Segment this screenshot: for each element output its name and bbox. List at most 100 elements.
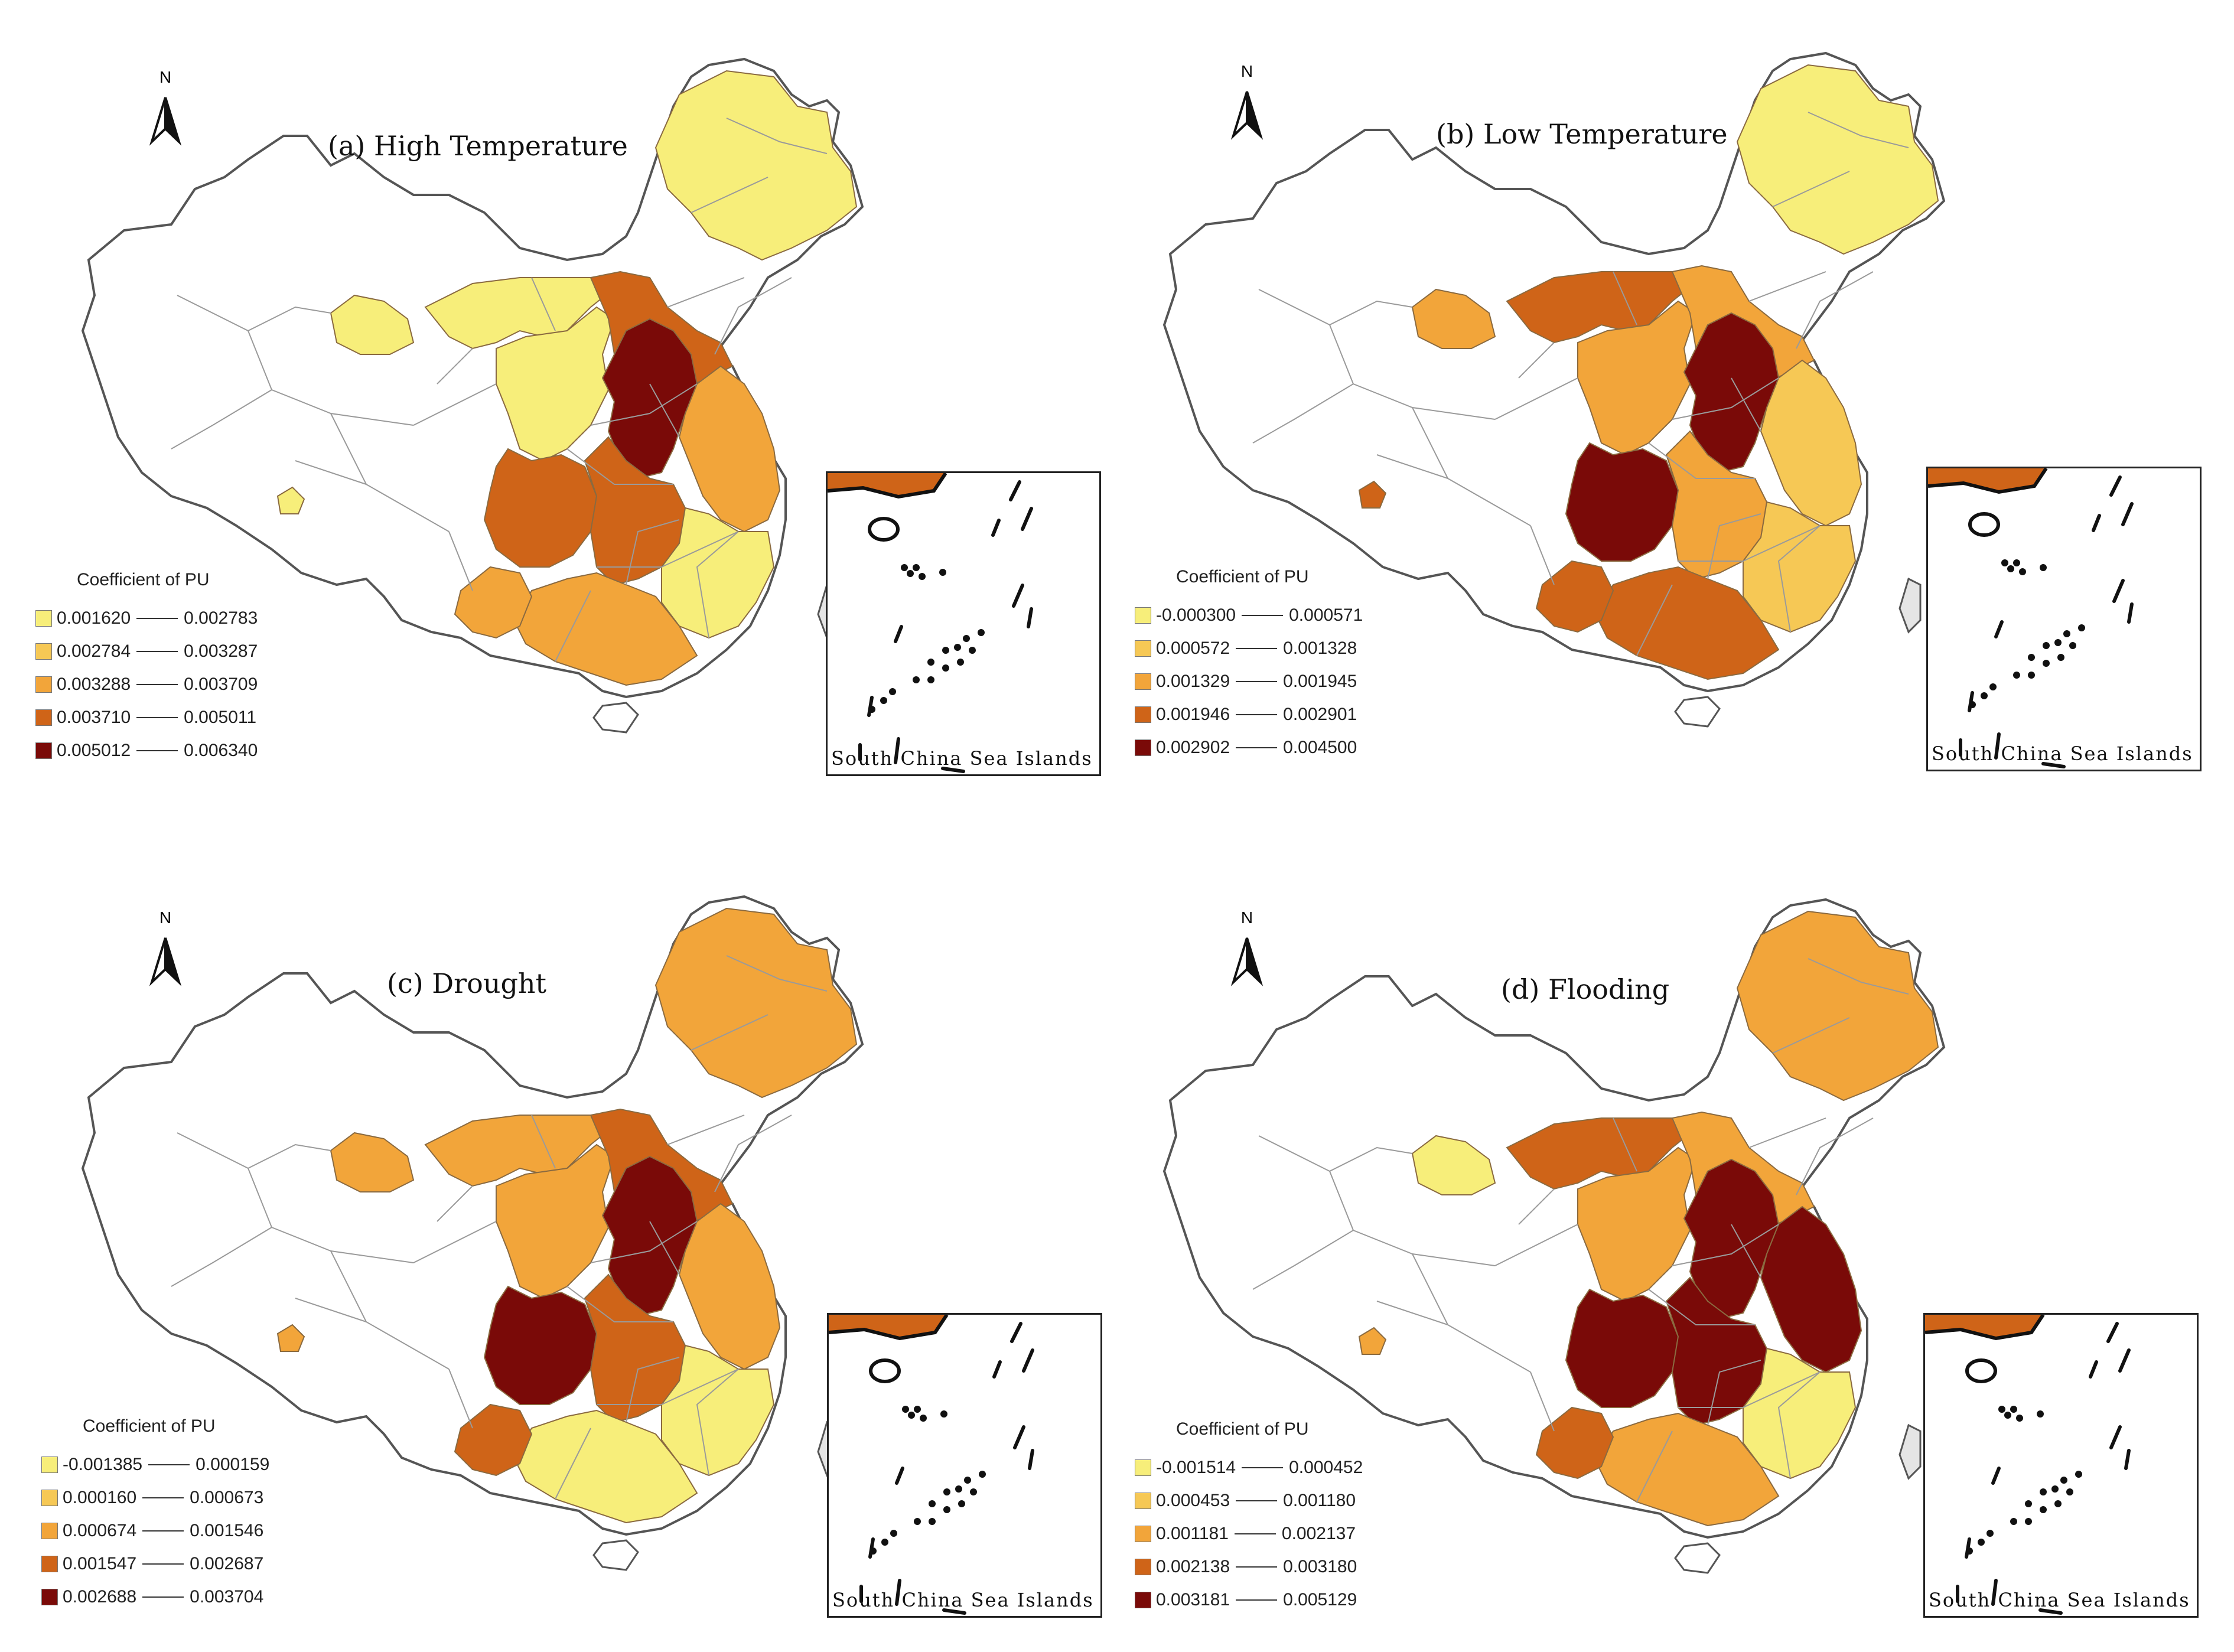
inset-island	[2054, 1500, 2062, 1507]
north-label: N	[1241, 908, 1253, 927]
panel-title: (b) Low Temperature	[1436, 118, 1728, 150]
legend-range-dash	[1236, 1500, 1278, 1501]
region-inner_mongolia_west	[1506, 1117, 1704, 1190]
legend-row: -0.001385 0.000159	[41, 1448, 269, 1481]
inset-island	[963, 635, 970, 642]
legend-swatch	[1135, 1493, 1151, 1509]
map-panel-b: (b) Low Temperature N Coefficient of PU …	[1117, 0, 2234, 826]
legend-range-dash	[1236, 648, 1278, 649]
taiwan-island	[1898, 577, 1922, 634]
map-layer	[81, 895, 864, 1571]
region-loess	[496, 1143, 616, 1299]
inset-island	[2060, 1477, 2067, 1484]
inset-boundary-dash	[991, 519, 1001, 537]
inset-island	[2040, 564, 2047, 571]
legend-title: Coefficient of PU	[77, 570, 210, 589]
china-map	[1162, 898, 1946, 1574]
inset-island	[2019, 568, 2026, 575]
inset-island	[2013, 672, 2020, 679]
legend-row: 0.001946 0.002901	[1135, 698, 1363, 731]
legend-low-value: 0.005012	[57, 741, 131, 760]
admin-boundary	[448, 531, 473, 591]
legend-row: 0.005012 0.006340	[35, 734, 258, 767]
admin-boundary	[1777, 525, 1821, 633]
admin-boundary	[1678, 525, 1821, 562]
inset-island	[2040, 1488, 2047, 1495]
inset-island	[907, 570, 914, 577]
region-south	[513, 1409, 698, 1524]
legend-high-value: 0.005011	[184, 708, 257, 727]
legend-low-value: 0.000572	[1156, 638, 1230, 658]
legend-swatch	[1135, 1459, 1151, 1476]
admin-boundary	[1707, 1360, 1761, 1426]
admin-boundary	[171, 389, 272, 449]
hainan-island	[1674, 696, 1721, 728]
inset-mainland-coast	[1928, 468, 2046, 492]
admin-boundary	[696, 1368, 739, 1476]
map-layer	[1162, 898, 1946, 1574]
inset-boundary-dash	[895, 1467, 904, 1485]
legend-swatch	[41, 1490, 58, 1506]
region-sichuan	[483, 1285, 598, 1405]
admin-boundary	[649, 383, 680, 438]
legend-swatch	[41, 1556, 58, 1572]
legend-low-value: 0.001620	[57, 608, 131, 628]
inset-island	[979, 1471, 986, 1478]
legend-range-dash	[136, 618, 178, 619]
hainan-island	[1674, 1542, 1721, 1574]
admin-boundary	[597, 1368, 739, 1405]
admin-boundary	[667, 1115, 745, 1145]
inset-island	[2051, 1485, 2059, 1493]
inset-island	[958, 1500, 965, 1507]
legend-range-dash	[1234, 1533, 1276, 1534]
legend-row: 0.001620 0.002783	[35, 602, 258, 635]
inset-island	[2066, 1488, 2073, 1495]
admin-boundary	[1678, 1371, 1821, 1408]
legend-row: -0.000300 0.000571	[1135, 599, 1363, 632]
admin-boundary	[1494, 1224, 1578, 1266]
legend-range-dash	[142, 1596, 184, 1598]
region-inner_mongolia_west	[1506, 271, 1704, 344]
inset-boundary-dash	[1022, 1348, 1034, 1373]
inset-hainan	[1965, 1358, 1997, 1383]
north-arrow-icon: N	[149, 68, 182, 146]
admin-boundary	[1252, 383, 1354, 444]
region-tibet_spot	[1358, 1327, 1387, 1355]
admin-boundary	[691, 1014, 768, 1051]
region-south	[1594, 566, 1780, 680]
admin-boundary	[1636, 584, 1673, 656]
china-map	[1162, 51, 1946, 728]
inset-island	[957, 659, 964, 666]
legend-low-value: 0.003181	[1156, 1590, 1230, 1609]
inset-boundary-dash	[1968, 691, 1974, 712]
admin-boundary	[1329, 324, 1496, 420]
legend: Coefficient of PU -0.000300 0.000571 0.000…	[1135, 567, 1363, 764]
inset-boundary-dash	[1027, 607, 1033, 628]
inset-hainan	[1968, 512, 2000, 537]
inset-island	[2057, 654, 2064, 661]
inset-mainland-coast	[828, 473, 946, 497]
legend-swatch	[1135, 1559, 1151, 1575]
inset-coastline	[1928, 468, 2048, 494]
region-xinjiang_north	[330, 1132, 415, 1192]
inset-coastline	[828, 473, 947, 499]
inset-boundary-dash	[1021, 507, 1033, 531]
admin-boundary	[295, 1298, 367, 1322]
region-east_coast	[678, 365, 781, 533]
legend-high-value: 0.000673	[190, 1488, 264, 1507]
admin-boundary	[1252, 1230, 1354, 1290]
inset-boundary-dash	[2118, 1348, 2131, 1373]
inset-island	[1978, 1539, 1985, 1546]
inset-island	[927, 659, 934, 666]
admin-boundary	[1796, 271, 1874, 349]
inset-island	[2037, 1410, 2044, 1418]
admin-boundary	[649, 1221, 680, 1275]
region-sichuan	[483, 448, 598, 568]
admin-boundary	[437, 348, 473, 385]
inset-island	[2004, 1412, 2011, 1419]
inset-island	[920, 1415, 927, 1422]
legend-row: 0.000453 0.001180	[1135, 1484, 1363, 1517]
legend-high-value: 0.006340	[184, 741, 258, 760]
admin-boundary	[1707, 513, 1761, 579]
region-east_coast	[1760, 359, 1862, 527]
